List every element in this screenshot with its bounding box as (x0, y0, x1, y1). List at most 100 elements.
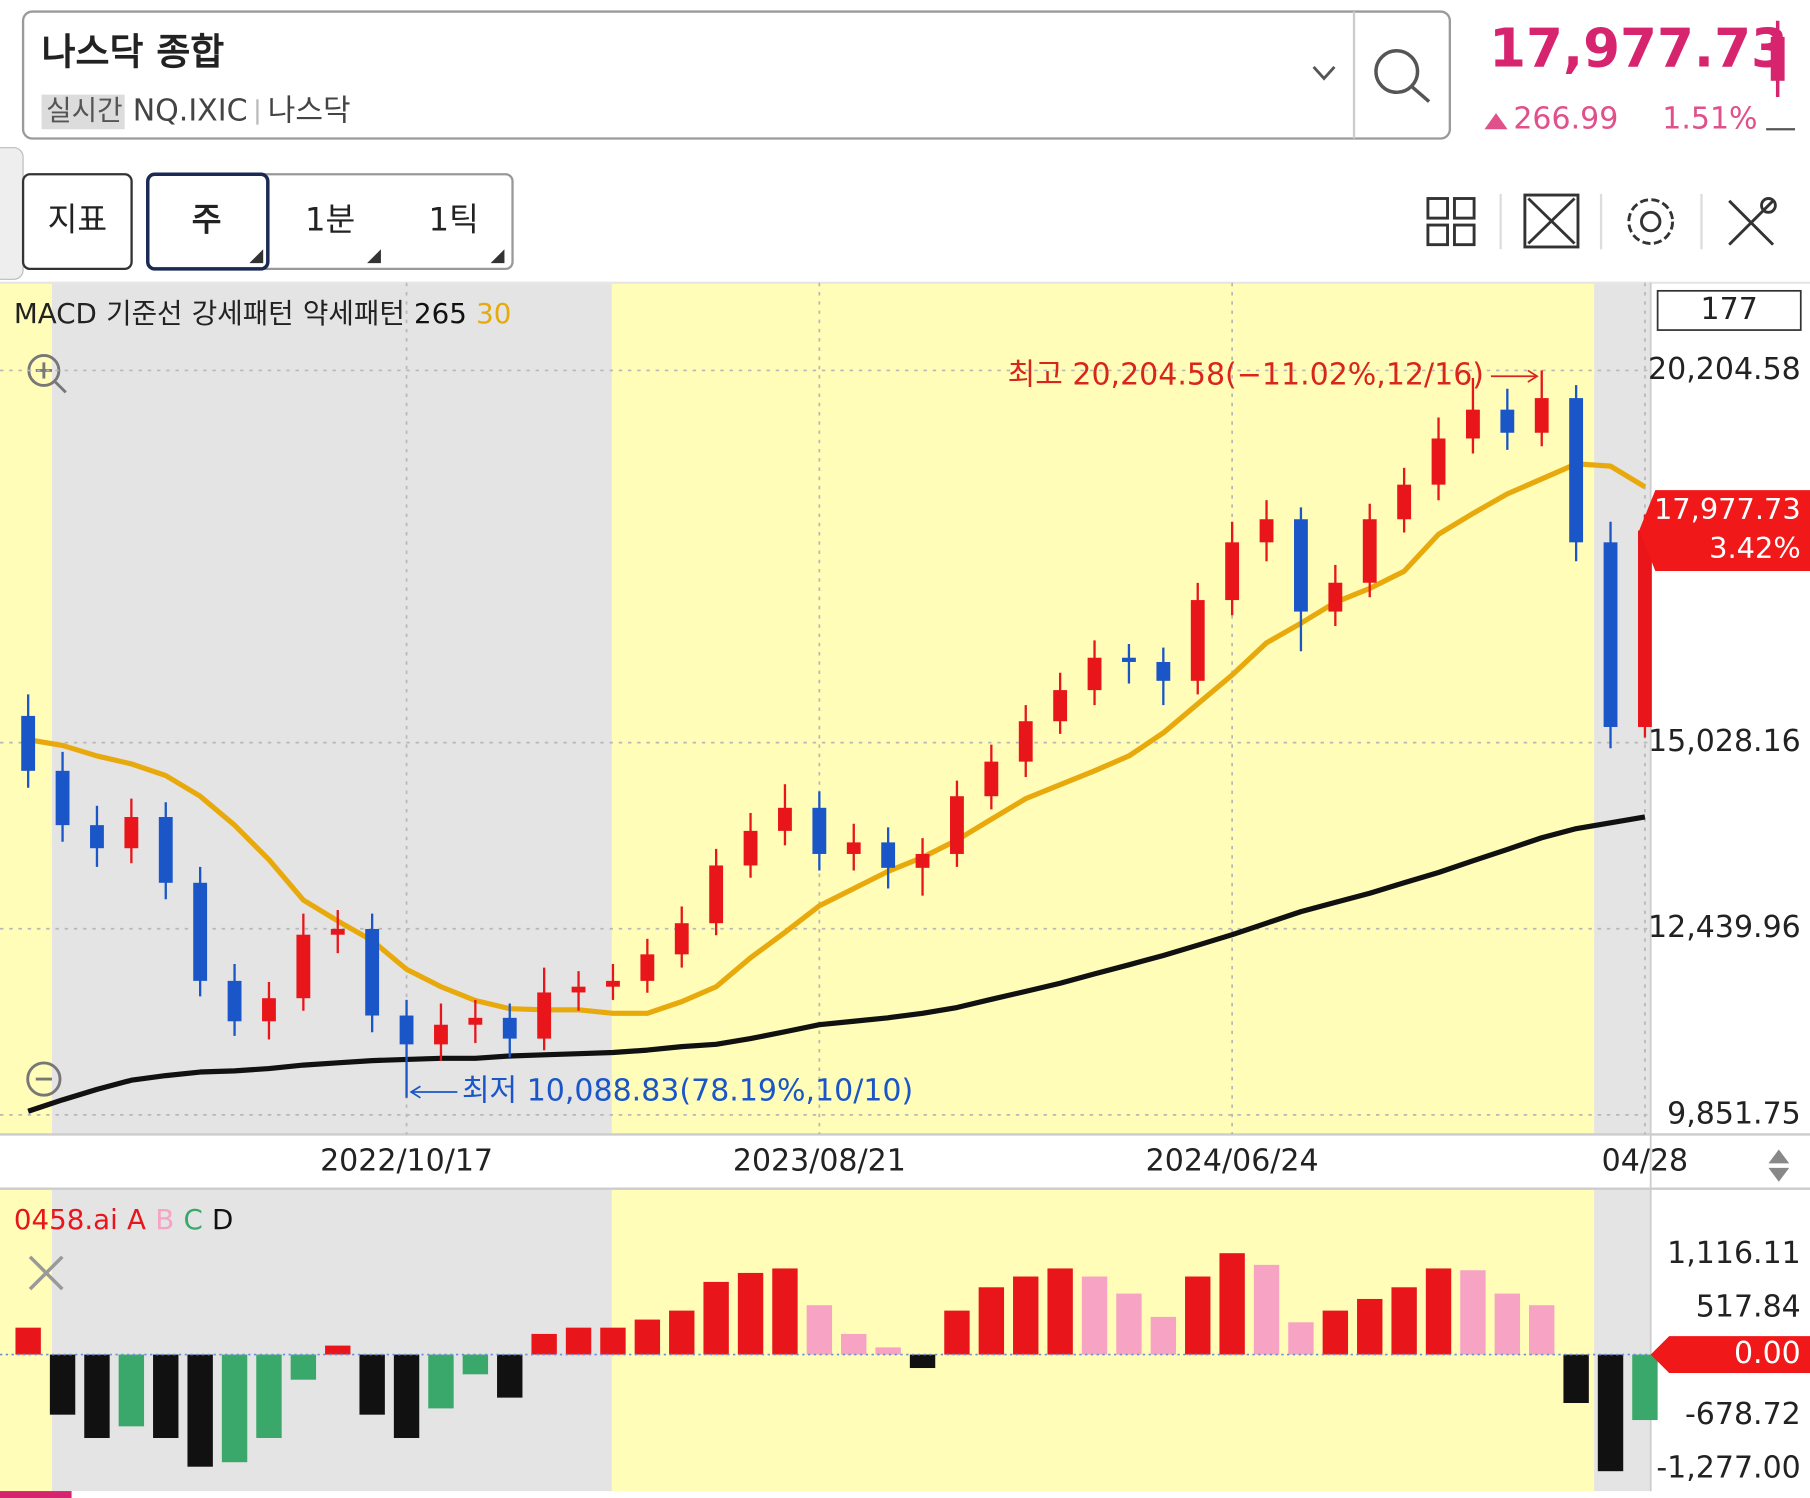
candle-body (330, 928, 345, 935)
histogram-bar (1597, 1354, 1624, 1472)
histogram-bar (1288, 1322, 1314, 1355)
period-button[interactable]: 지표 (48, 201, 107, 239)
legend: MACD 기준선 강세패턴 약세패턴 265 30 (14, 297, 512, 330)
histogram-bar (1632, 1354, 1658, 1421)
histogram-bar (359, 1354, 385, 1415)
histogram-bar (428, 1354, 454, 1409)
y-tick-label: -678.72 (1685, 1397, 1801, 1432)
histogram-bar (256, 1354, 282, 1438)
histogram-bar (325, 1345, 351, 1355)
candle-body (262, 998, 276, 1022)
candle-body (1362, 519, 1377, 583)
search-box[interactable] (21, 10, 1452, 140)
histogram-bar (531, 1333, 557, 1355)
histogram-bar (497, 1354, 523, 1398)
moving-average (27, 461, 1647, 1016)
badge: 실시간 (46, 94, 122, 127)
histogram-bar (84, 1354, 110, 1438)
zero-tag-label: 0.00 (1734, 1336, 1801, 1371)
candle-body (193, 882, 208, 981)
candle-body (468, 1017, 483, 1025)
candle-body (674, 923, 689, 955)
expand-icon[interactable] (1523, 193, 1580, 249)
candle-body (1397, 484, 1412, 520)
price-tag (1639, 490, 1810, 571)
progress (0, 1491, 72, 1498)
histogram-bar (1150, 1316, 1177, 1355)
visible-count: 177 (1701, 292, 1758, 327)
histogram-bar (909, 1354, 936, 1369)
y-tick-label: 15,028.16 (1648, 724, 1801, 759)
candle-body (984, 761, 999, 797)
histogram-bar (1563, 1354, 1589, 1404)
candle-body (1018, 721, 1033, 762)
y-tick-label: 12,439.96 (1648, 910, 1801, 945)
histogram-bar (1116, 1293, 1142, 1355)
candle-body (1122, 657, 1136, 662)
histogram-bar (1047, 1268, 1073, 1355)
y-tick-label: -1,277.00 (1656, 1451, 1800, 1486)
candle-body (124, 817, 139, 849)
side-tab[interactable] (0, 147, 24, 280)
dropdown[interactable] (1312, 65, 1336, 81)
zoom-out[interactable] (26, 1061, 62, 1097)
histogram-bar (600, 1327, 626, 1355)
up-arrow (1484, 113, 1508, 130)
tools-icon[interactable] (1728, 197, 1777, 246)
settings-icon[interactable] (1627, 198, 1675, 245)
change: 266.99 (1513, 102, 1618, 137)
histogram-bar (1322, 1310, 1349, 1355)
histogram-bar (15, 1327, 41, 1355)
candle-body (1603, 542, 1618, 727)
candle-body (1500, 409, 1515, 433)
candle-body (1466, 409, 1480, 439)
histogram-bar (1460, 1270, 1486, 1355)
zero-tag (1650, 1336, 1810, 1374)
candle-body (365, 928, 380, 1016)
candle-body (502, 1017, 517, 1039)
moving-average (27, 814, 1646, 1114)
histogram-bar (1219, 1253, 1245, 1355)
candle-body (90, 825, 104, 849)
high-arrow-head (1527, 369, 1539, 383)
candle-body (606, 980, 620, 987)
histogram-bar (806, 1305, 833, 1355)
candle-body (227, 980, 242, 1022)
histogram-bar (1013, 1276, 1039, 1355)
period-button[interactable]: 1틱 (429, 201, 479, 239)
search-button[interactable] (1374, 49, 1431, 103)
candle-body (743, 830, 758, 866)
indicator-button[interactable] (21, 173, 133, 271)
layout-icon[interactable] (1426, 197, 1476, 247)
y-tick-label: 1,116.11 (1667, 1236, 1801, 1271)
period-selected[interactable] (146, 172, 270, 271)
y-tick-label: 517.84 (1696, 1290, 1801, 1325)
x-tick-label: 2023/08/21 (733, 1144, 906, 1179)
histogram-bar (290, 1354, 317, 1380)
x-tick-label: 04/28 (1602, 1144, 1688, 1179)
legend-label: 기준선 (106, 297, 182, 330)
period-button[interactable]: 주 (192, 201, 222, 239)
legend: 0458.ai A B C D (14, 1203, 234, 1236)
candle-body (55, 770, 70, 826)
candle-body (296, 934, 311, 999)
candle-body (434, 1024, 448, 1045)
price-tag-label: 17,977.73 (1654, 492, 1801, 526)
candle-body (915, 853, 930, 868)
histogram-bar (772, 1268, 798, 1355)
legend-entry: 265 (414, 297, 467, 330)
histogram-bar (1253, 1264, 1280, 1355)
histogram-bar (978, 1287, 1005, 1355)
candle-body (1569, 398, 1584, 543)
histogram-bar (187, 1354, 213, 1467)
histogram-bar (1425, 1268, 1452, 1355)
candle-body (846, 842, 861, 854)
candle-body (778, 807, 792, 831)
legend-label: 강세패턴 (192, 297, 294, 330)
histogram-bar (737, 1272, 764, 1355)
scroll-arrows[interactable] (1768, 1149, 1790, 1182)
period-button[interactable]: 1분 (305, 201, 355, 239)
close-indicator[interactable] (28, 1255, 64, 1291)
candle-body (571, 986, 586, 993)
